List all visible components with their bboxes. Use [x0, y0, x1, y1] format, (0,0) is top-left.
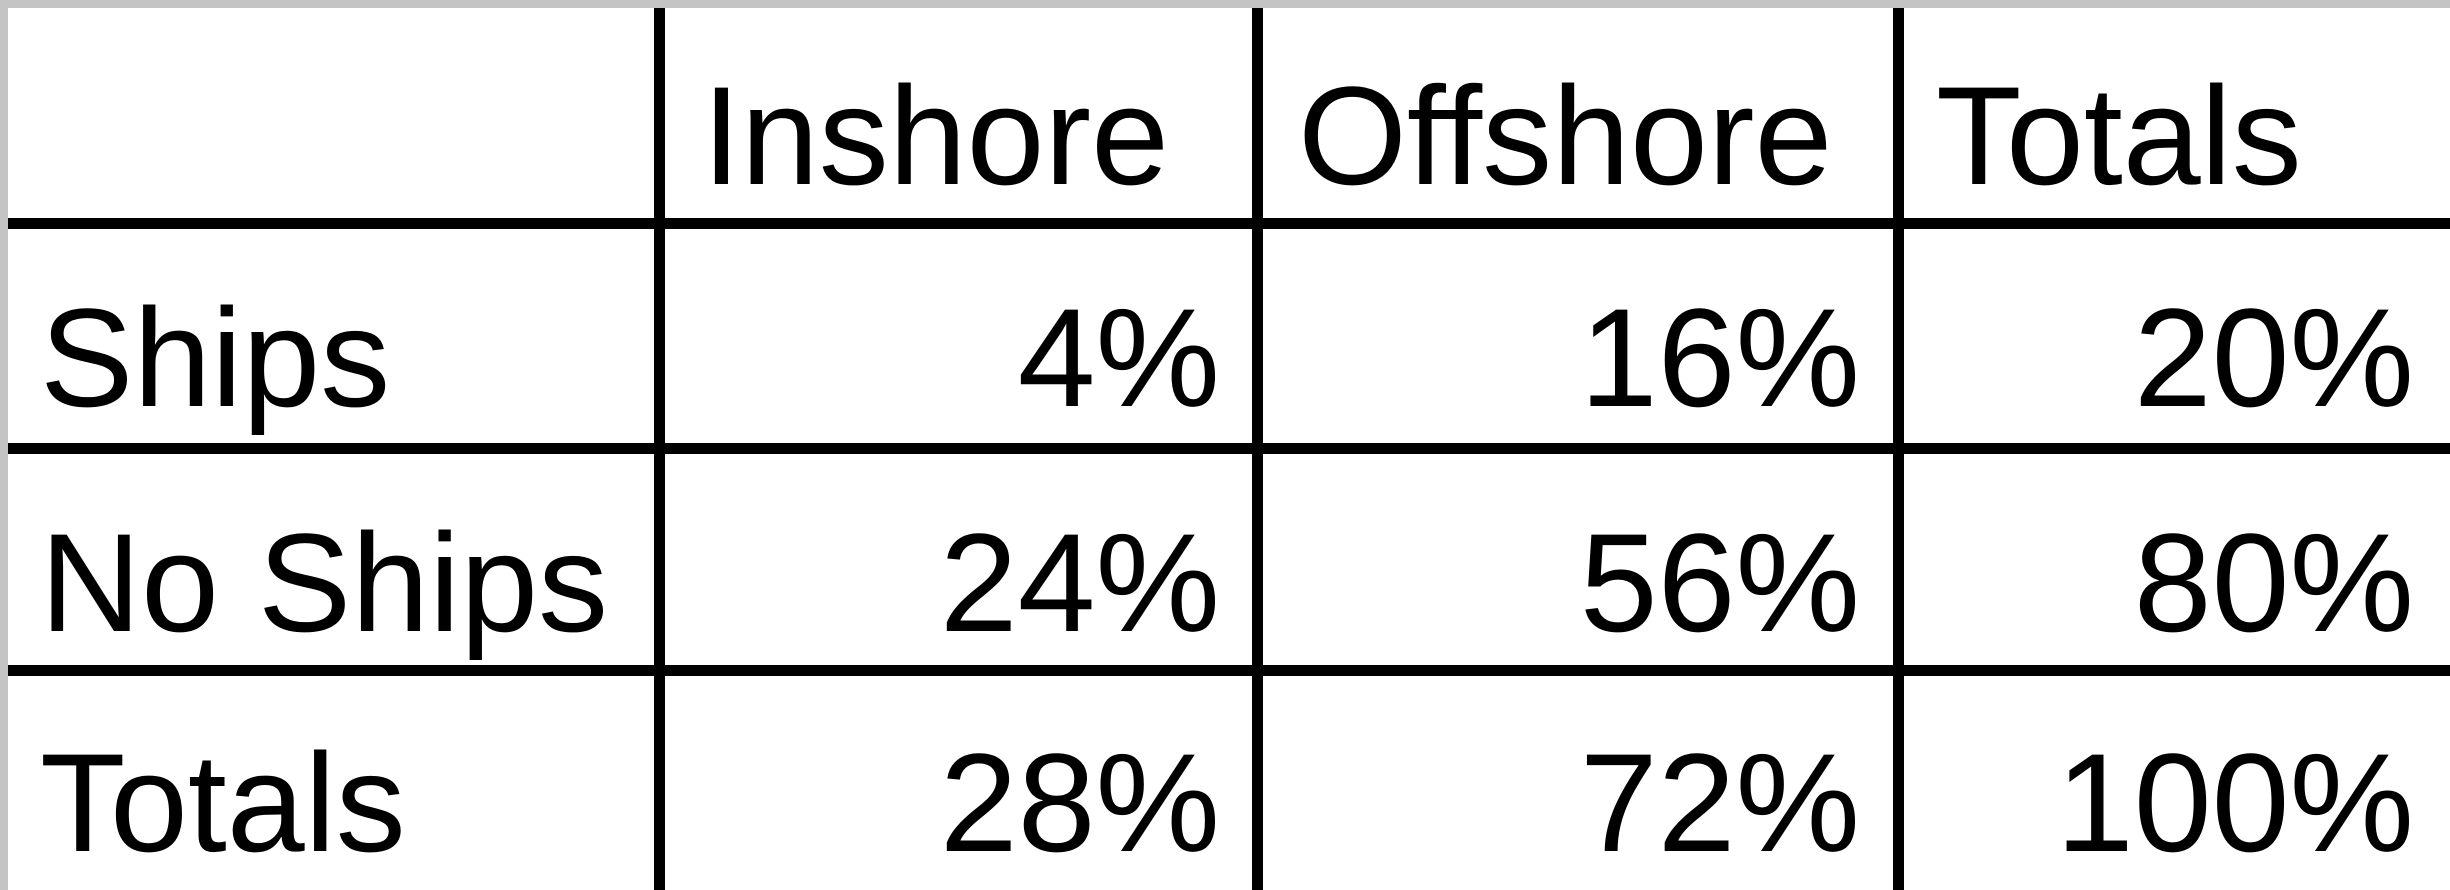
row-label-no-ships: No Ships: [40, 504, 609, 661]
cell-totals-inshore: 28%: [939, 724, 1220, 881]
cell-no-ships-inshore: 24%: [939, 504, 1220, 661]
row-label-ships: Ships: [40, 279, 391, 436]
row-divider: [8, 665, 2450, 676]
row-label-totals: Totals: [40, 724, 406, 881]
header-offshore: Offshore: [1298, 57, 1833, 214]
cell-ships-inshore: 4%: [1017, 279, 1220, 436]
cell-no-ships-offshore: 56%: [1579, 504, 1860, 661]
cell-ships-offshore: 16%: [1579, 279, 1860, 436]
cell-ships-totals: 20%: [2133, 279, 2414, 436]
header-totals: Totals: [1936, 57, 2302, 214]
cell-no-ships-totals: 80%: [2133, 504, 2414, 661]
row-divider: [8, 443, 2450, 454]
row-divider: [8, 218, 2450, 229]
cell-totals-offshore: 72%: [1579, 724, 1860, 881]
cell-totals-totals: 100%: [2055, 724, 2414, 881]
header-inshore: Inshore: [702, 57, 1169, 214]
